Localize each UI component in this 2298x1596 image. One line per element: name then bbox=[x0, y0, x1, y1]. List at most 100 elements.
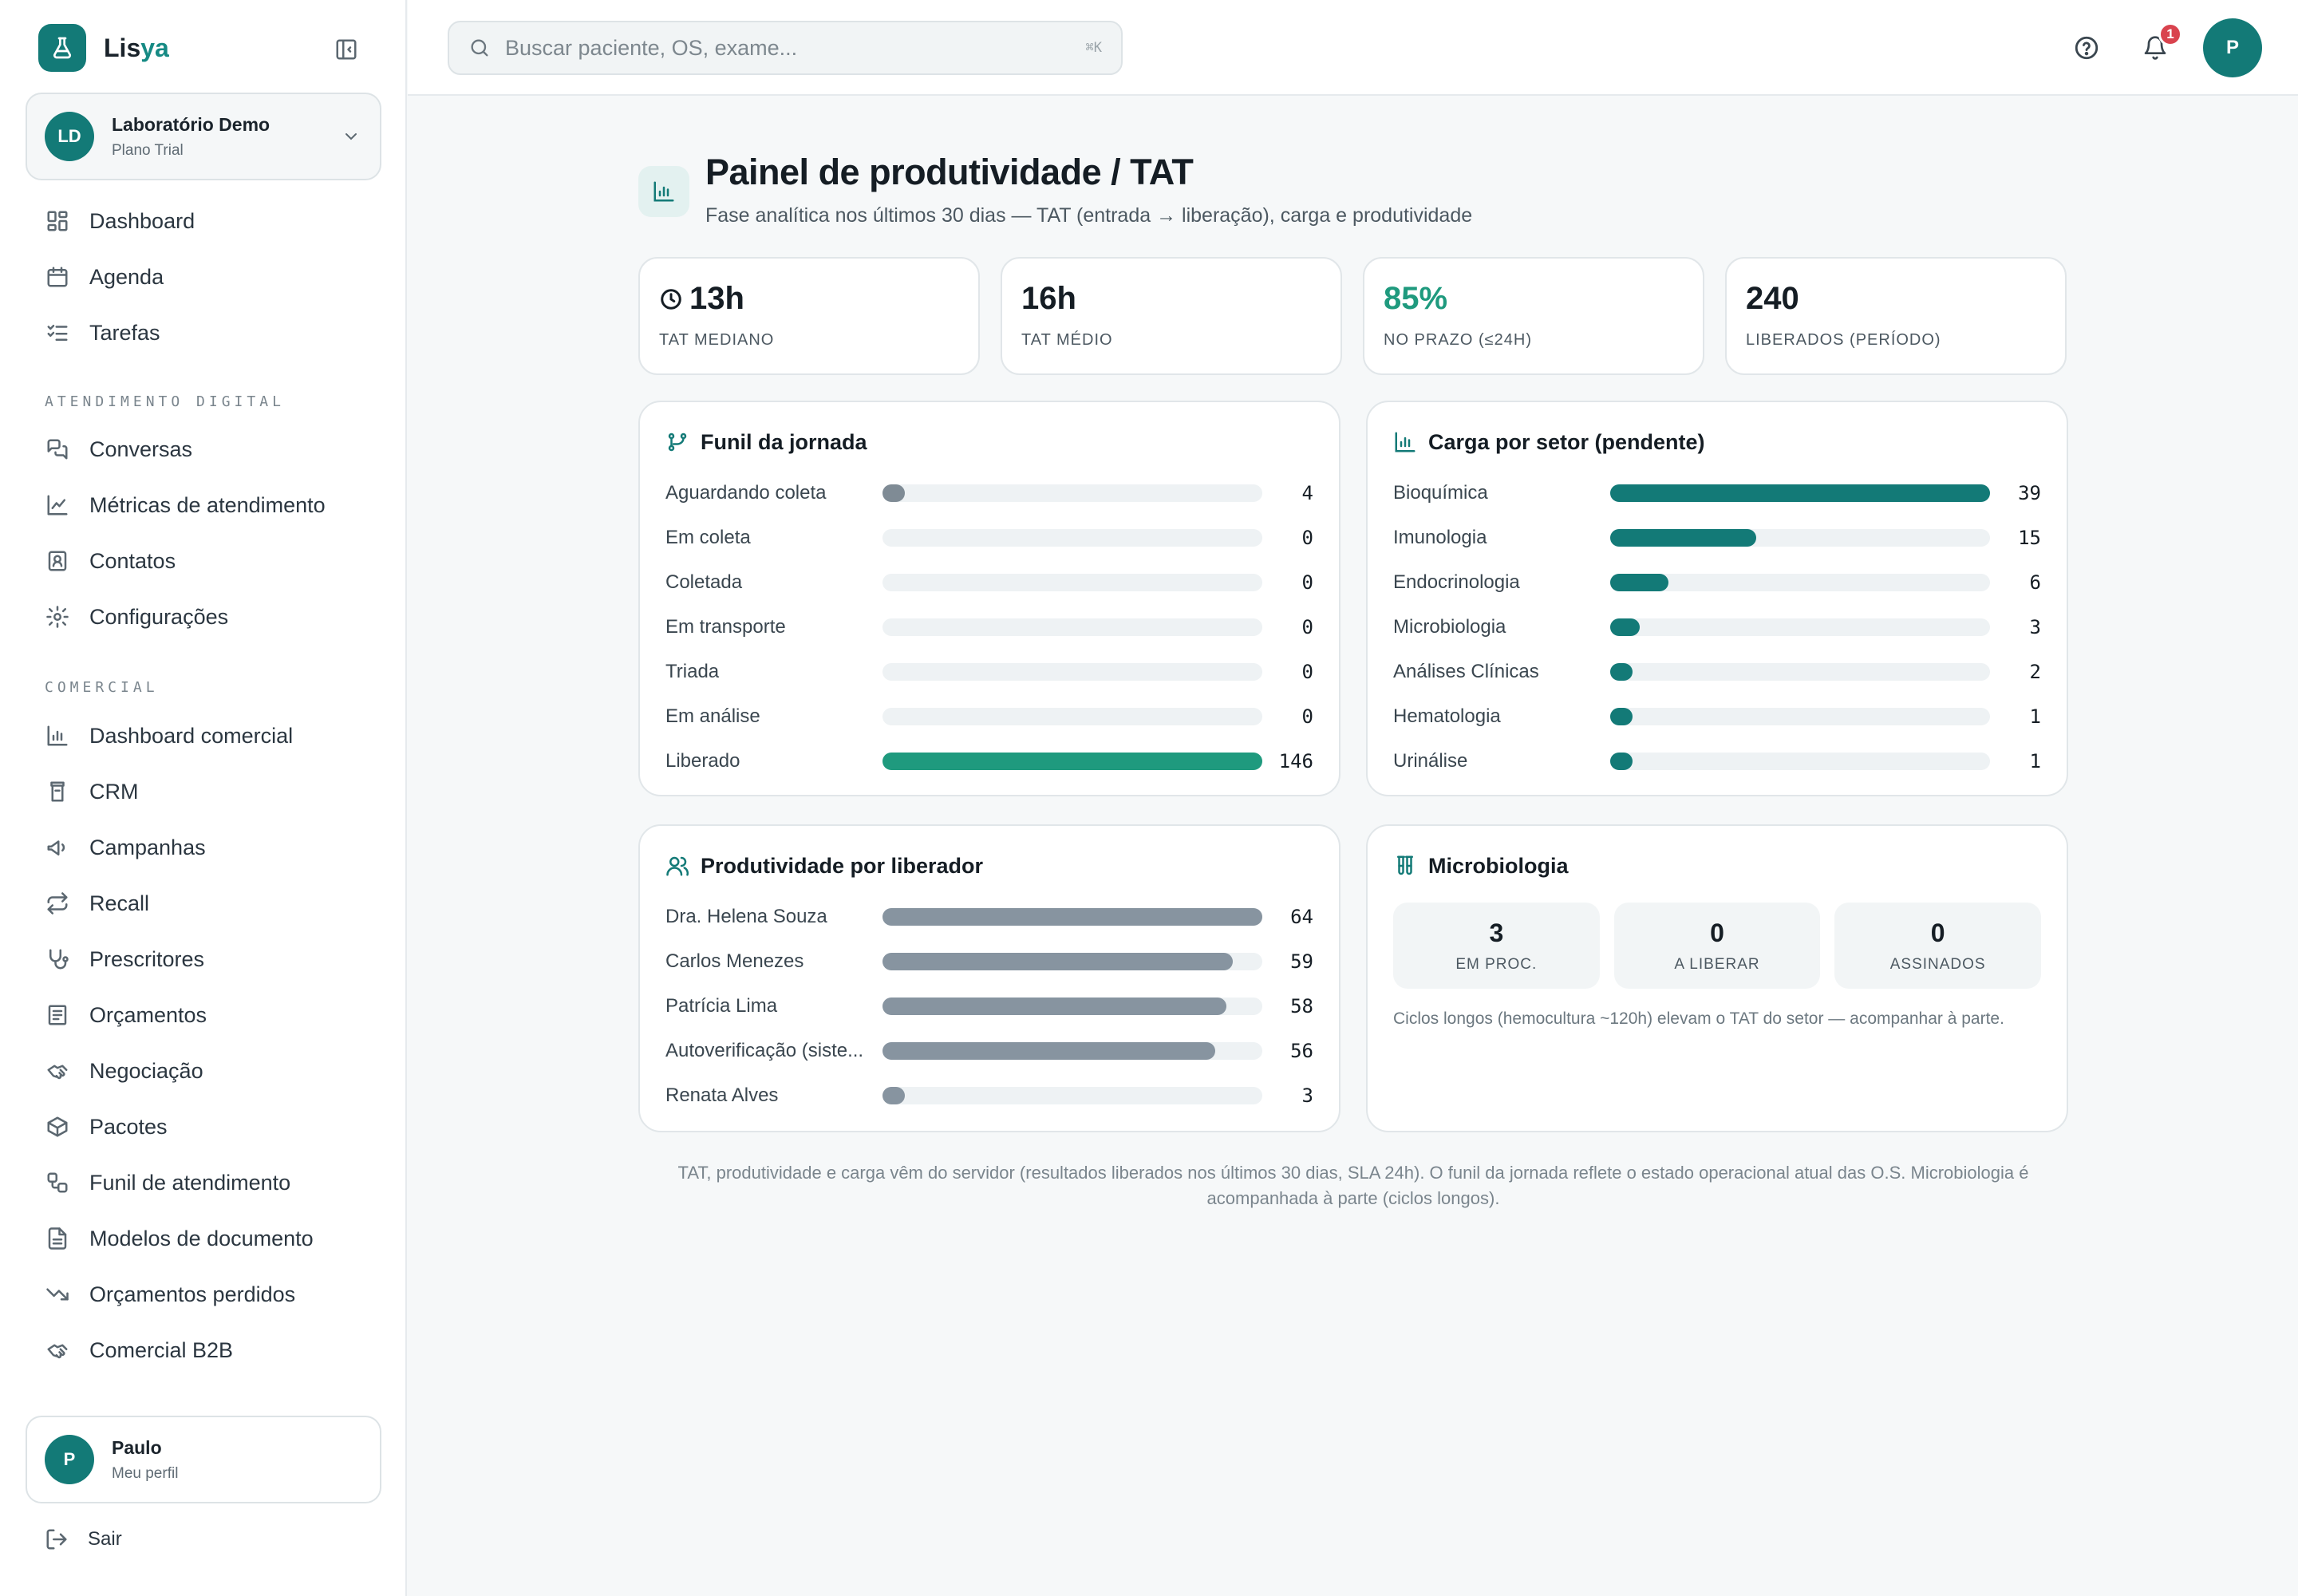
search-input[interactable] bbox=[505, 35, 1086, 61]
brand[interactable]: Lisya bbox=[38, 24, 169, 72]
kpi-value: 16h bbox=[1021, 281, 1076, 316]
flask-icon bbox=[38, 24, 86, 72]
carga-row-label: Bioquímica bbox=[1393, 482, 1488, 504]
produtividade-row-label: Carlos Menezes bbox=[665, 950, 804, 972]
top-user-avatar[interactable]: P bbox=[2203, 18, 2262, 77]
funil-bar-track bbox=[882, 663, 1262, 681]
repeat-icon bbox=[45, 891, 70, 916]
sidebar-item-funil-de-atendimento[interactable]: Funil de atendimento bbox=[26, 1155, 381, 1211]
micro-stat-value: 3 bbox=[1489, 918, 1504, 947]
sidebar-item-recall[interactable]: Recall bbox=[26, 875, 381, 931]
sidebar-item-configuracoes[interactable]: Configurações bbox=[26, 589, 381, 645]
produtividade-bar-fill bbox=[882, 908, 1262, 926]
funil-row-value: 4 bbox=[1301, 482, 1313, 504]
funil-bar-track bbox=[882, 529, 1262, 547]
bell-icon bbox=[2142, 35, 2168, 61]
produtividade-row-value: 59 bbox=[1290, 950, 1313, 973]
funil-bar-track bbox=[882, 753, 1262, 770]
funil-row: Aguardando coleta 4 bbox=[665, 471, 1313, 516]
megaphone-icon bbox=[45, 835, 70, 860]
sidebar-item-conversas[interactable]: Conversas bbox=[26, 421, 381, 477]
produtividade-row: Patrícia Lima 58 bbox=[665, 984, 1313, 1029]
sidebar-item-label: Métricas de atendimento bbox=[89, 492, 326, 517]
sidebar-item-negociacao[interactable]: Negociação bbox=[26, 1043, 381, 1099]
carga-row-label: Urinálise bbox=[1393, 750, 1468, 772]
sidebar-collapse-icon[interactable] bbox=[330, 35, 362, 64]
sidebar: Lisya LD Laboratório Demo Plano Trial Da… bbox=[0, 0, 407, 1596]
produtividade-bar-track bbox=[882, 908, 1262, 926]
funil-row-value: 0 bbox=[1301, 661, 1313, 683]
user-profile-card[interactable]: P Paulo Meu perfil bbox=[26, 1416, 381, 1503]
carga-bar-track bbox=[1610, 484, 1990, 502]
carga-bar-track bbox=[1610, 663, 1990, 681]
produtividade-row: Carlos Menezes 59 bbox=[665, 939, 1313, 984]
carga-bar-track bbox=[1610, 618, 1990, 636]
funil-row-label: Liberado bbox=[665, 750, 740, 772]
calendar-icon bbox=[45, 264, 70, 290]
sidebar-item-label: Contatos bbox=[89, 548, 176, 573]
handshake-icon bbox=[45, 1058, 70, 1084]
sidebar-item-metricas-de-atendimento[interactable]: Métricas de atendimento bbox=[26, 477, 381, 533]
page-title: Painel de produtividade / TAT bbox=[705, 152, 1194, 192]
sidebar-item-comercial-b2b[interactable]: Comercial B2B bbox=[26, 1322, 381, 1378]
produtividade-row: Autoverificação (siste... 56 bbox=[665, 1029, 1313, 1073]
topbar: ⌘K 1 P bbox=[408, 0, 2298, 96]
sidebar-item-orcamentos-perdidos[interactable]: Orçamentos perdidos bbox=[26, 1266, 381, 1322]
sidebar-item-label: Configurações bbox=[89, 604, 229, 629]
micro-stat: 0 A LIBERAR bbox=[1613, 903, 1821, 989]
micro-stat-value: 0 bbox=[1710, 918, 1724, 947]
funil-row: Em transporte 0 bbox=[665, 605, 1313, 650]
kpi-value: 13h bbox=[689, 281, 744, 316]
produtividade-title: Produtividade por liberador bbox=[701, 853, 984, 878]
bar-chart-icon bbox=[45, 723, 70, 749]
funil-row-label: Triada bbox=[665, 661, 720, 682]
search-box[interactable]: ⌘K bbox=[448, 21, 1123, 75]
footnote: TAT, produtividade e carga vêm do servid… bbox=[677, 1163, 2029, 1208]
help-icon[interactable] bbox=[2069, 30, 2104, 65]
funil-row-label: Em transporte bbox=[665, 616, 786, 638]
sidebar-item-agenda[interactable]: Agenda bbox=[26, 249, 381, 305]
carga-row-value: 1 bbox=[2029, 705, 2041, 728]
kpi-label: NO PRAZO (≤24H) bbox=[1384, 331, 1532, 349]
kpi-value: 240 bbox=[1746, 281, 1799, 316]
micro-stat-value: 0 bbox=[1930, 918, 1945, 947]
sidebar-item-label: Tarefas bbox=[89, 320, 160, 345]
carga-row: Hematologia 1 bbox=[1393, 694, 2041, 739]
sidebar-item-campanhas[interactable]: Campanhas bbox=[26, 820, 381, 875]
kpi-label: TAT MEDIANO bbox=[659, 331, 775, 349]
sidebar-item-prescritores[interactable]: Prescritores bbox=[26, 931, 381, 987]
carga-title: Carga por setor (pendente) bbox=[1428, 429, 1705, 454]
nav-digital: Conversas Métricas de atendimento Contatos… bbox=[26, 421, 381, 645]
sidebar-item-pacotes[interactable]: Pacotes bbox=[26, 1099, 381, 1155]
funil-bar-track bbox=[882, 484, 1262, 502]
funil-row: Em análise 0 bbox=[665, 694, 1313, 739]
kpi-value-wrap: 85% bbox=[1384, 281, 1684, 317]
kpi-value-wrap: 240 bbox=[1746, 281, 2046, 317]
search-icon bbox=[468, 37, 491, 59]
kpi-card: 85% NO PRAZO (≤24H) bbox=[1363, 257, 1704, 375]
sidebar-item-orcamentos[interactable]: Orçamentos bbox=[26, 987, 381, 1043]
section-atendimento-digital: ATENDIMENTO DIGITAL bbox=[45, 393, 285, 410]
bar-chart-icon bbox=[638, 166, 689, 217]
produtividade-bar-fill bbox=[882, 998, 1227, 1015]
funil-row: Coletada 0 bbox=[665, 560, 1313, 605]
logout-button[interactable]: Sair bbox=[45, 1527, 122, 1551]
sidebar-item-label: Recall bbox=[89, 891, 150, 915]
sidebar-item-dashboard-comercial[interactable]: Dashboard comercial bbox=[26, 708, 381, 764]
org-switcher[interactable]: LD Laboratório Demo Plano Trial bbox=[26, 93, 381, 180]
sidebar-item-dashboard[interactable]: Dashboard bbox=[26, 193, 381, 249]
micro-stat-label: EM PROC. bbox=[1455, 955, 1538, 973]
sidebar-item-label: Agenda bbox=[89, 264, 164, 289]
sidebar-item-tarefas[interactable]: Tarefas bbox=[26, 305, 381, 361]
notifications-button[interactable]: 1 bbox=[2138, 22, 2182, 65]
produtividade-rows: Dra. Helena Souza 64 Carlos Menezes 59 Patrí… bbox=[665, 895, 1313, 1118]
sidebar-item-crm[interactable]: CRM bbox=[26, 764, 381, 820]
sidebar-item-label: Campanhas bbox=[89, 835, 206, 859]
kpi-card: 240 LIBERADOS (PERÍODO) bbox=[1725, 257, 2067, 375]
sidebar-item-modelos-de-documento[interactable]: Modelos de documento bbox=[26, 1211, 381, 1266]
sidebar-item-contatos[interactable]: Contatos bbox=[26, 533, 381, 589]
carga-row-label: Endocrinologia bbox=[1393, 571, 1520, 593]
funil-panel: Funil da jornada Aguardando coleta 4 Em co… bbox=[638, 401, 1340, 796]
funil-bar-track bbox=[882, 574, 1262, 591]
micro-stat: 3 EM PROC. bbox=[1393, 903, 1600, 989]
